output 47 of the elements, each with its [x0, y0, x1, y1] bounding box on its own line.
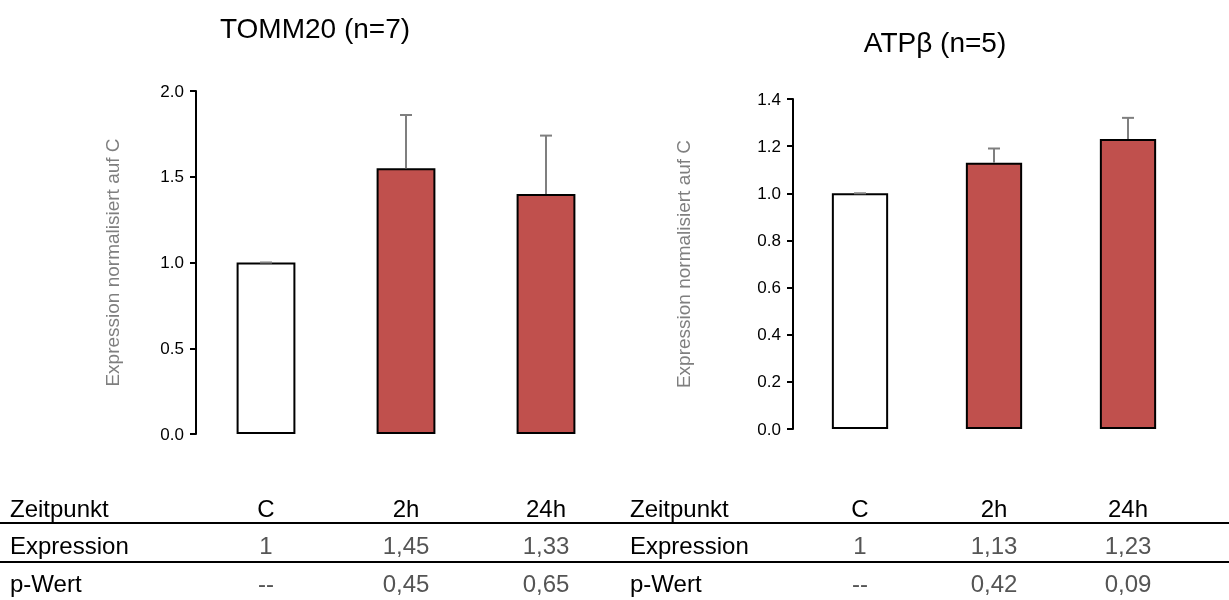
y-axis-title: Expression normalisiert auf C	[102, 138, 123, 387]
text: 1,13	[970, 531, 1018, 559]
text: --	[852, 569, 868, 597]
text: 1,45	[382, 531, 430, 559]
y-tick-label: 1.0	[160, 253, 184, 272]
x-axis-title: Zeitpunkt	[10, 494, 110, 522]
chart-title: ATPβ (n=5)	[863, 26, 1007, 58]
text: 0,09	[1104, 569, 1152, 597]
y-axis-title: Expression normalisiert auf C	[673, 139, 694, 389]
text: 1,23	[1104, 531, 1152, 559]
y-tick-label: 2.0	[160, 81, 184, 101]
x-tick-label: 24h	[525, 494, 567, 522]
y-tick-label: 0.5	[160, 338, 184, 358]
bar	[831, 193, 889, 429]
text: --	[258, 569, 274, 597]
bar	[236, 262, 296, 434]
bar	[516, 193, 576, 434]
text: 1	[259, 531, 273, 559]
y-tick-label: 1.0	[757, 183, 781, 203]
chart-title: TOMM20 (n=7)	[219, 12, 411, 44]
text: 0,45	[382, 569, 430, 597]
y-tick-label: 0.0	[757, 419, 781, 439]
y-tick-label: 0.0	[160, 424, 184, 444]
text: p-Wert	[10, 569, 82, 597]
y-tick-label: 0.8	[757, 230, 781, 250]
y-tick-label: 0.4	[757, 325, 781, 345]
y-tick-label: 0.6	[757, 278, 781, 298]
text: Expression	[10, 531, 129, 559]
x-tick-label: 2h	[392, 494, 420, 522]
x-axis-title: Zeitpunkt	[630, 494, 730, 522]
text: 1,33	[522, 531, 570, 559]
text: Expression	[630, 531, 749, 559]
text: p-Wert	[630, 569, 702, 597]
bar	[1099, 139, 1157, 429]
bar	[376, 168, 436, 434]
text: 0,42	[970, 569, 1018, 597]
bar	[965, 162, 1023, 429]
y-tick-label: 1.2	[757, 136, 781, 156]
x-tick-label: C	[257, 494, 275, 522]
text: 1	[853, 531, 867, 559]
x-tick-label: 24h	[1107, 494, 1149, 522]
text: 0,65	[522, 569, 570, 597]
y-tick-label: 0.2	[757, 372, 781, 392]
x-tick-label: C	[851, 494, 869, 522]
y-tick-label: 1.5	[160, 167, 184, 187]
y-tick-label: 1.4	[757, 89, 781, 109]
x-tick-label: 2h	[980, 494, 1008, 522]
